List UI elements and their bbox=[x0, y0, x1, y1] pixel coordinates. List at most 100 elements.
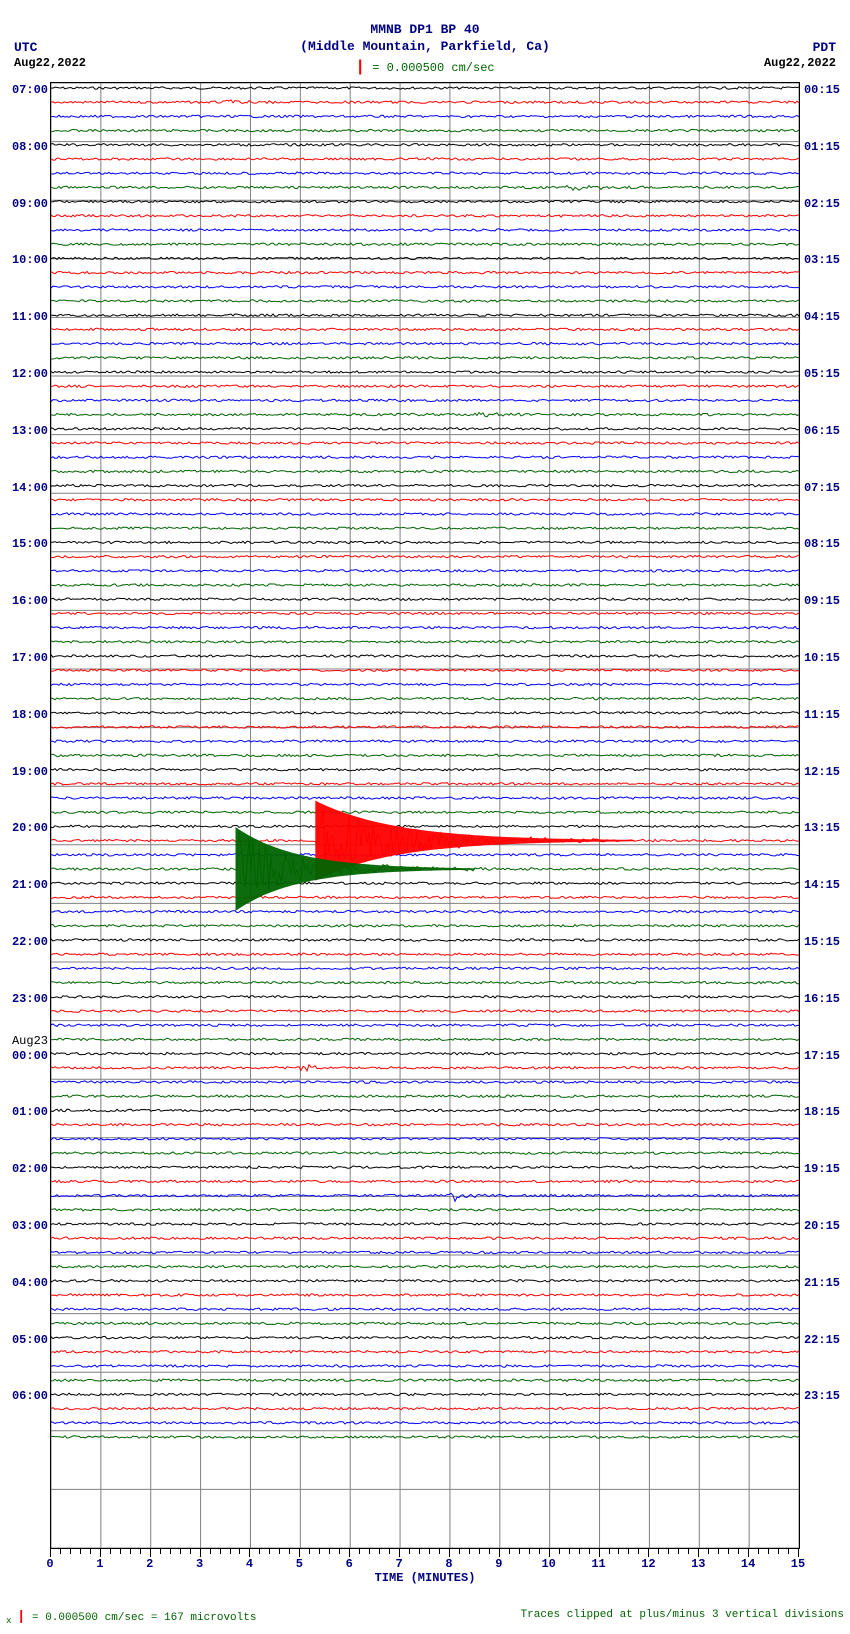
x-tick bbox=[599, 1549, 600, 1557]
time-label: 14:15 bbox=[804, 878, 840, 892]
time-label: 03:00 bbox=[12, 1219, 48, 1233]
scale-value: = 0.000500 cm/sec bbox=[372, 61, 494, 75]
tz-right: PDT Aug22,2022 bbox=[764, 40, 836, 70]
x-tick-minor bbox=[110, 1549, 111, 1554]
footer-left: x | = 0.000500 cm/sec = 167 microvolts bbox=[6, 1609, 256, 1626]
time-label: 02:15 bbox=[804, 197, 840, 211]
time-label: 08:15 bbox=[804, 537, 840, 551]
x-tick-minor bbox=[359, 1549, 360, 1554]
time-label: 14:00 bbox=[12, 481, 48, 495]
x-tick-minor bbox=[569, 1549, 570, 1554]
time-label: 17:00 bbox=[12, 651, 48, 665]
time-label: 19:00 bbox=[12, 765, 48, 779]
time-label: 18:00 bbox=[12, 708, 48, 722]
x-tick-minor bbox=[738, 1549, 739, 1554]
x-tick-minor bbox=[210, 1549, 211, 1554]
x-tick-minor bbox=[319, 1549, 320, 1554]
x-tick-minor bbox=[140, 1549, 141, 1554]
x-tick bbox=[50, 1549, 51, 1557]
time-label: 13:00 bbox=[12, 424, 48, 438]
time-label: 09:00 bbox=[12, 197, 48, 211]
x-tick-label: 10 bbox=[541, 1557, 555, 1571]
x-tick-minor bbox=[339, 1549, 340, 1554]
date-right: Aug22,2022 bbox=[764, 56, 836, 70]
x-tick-label: 4 bbox=[246, 1557, 253, 1571]
x-tick-label: 13 bbox=[691, 1557, 705, 1571]
x-tick-minor bbox=[369, 1549, 370, 1554]
x-tick-minor bbox=[618, 1549, 619, 1554]
seismogram-plot bbox=[50, 82, 800, 1549]
x-tick bbox=[100, 1549, 101, 1557]
time-label: 09:15 bbox=[804, 594, 840, 608]
x-tick-minor bbox=[379, 1549, 380, 1554]
time-label: 07:00 bbox=[12, 83, 48, 97]
x-tick-minor bbox=[529, 1549, 530, 1554]
x-tick-minor bbox=[170, 1549, 171, 1554]
time-label: 03:15 bbox=[804, 253, 840, 267]
x-tick-minor bbox=[479, 1549, 480, 1554]
time-label: 05:00 bbox=[12, 1333, 48, 1347]
time-label: 01:00 bbox=[12, 1105, 48, 1119]
x-tick-minor bbox=[509, 1549, 510, 1554]
time-label: 00:15 bbox=[804, 83, 840, 97]
x-tick-minor bbox=[658, 1549, 659, 1554]
x-tick-label: 3 bbox=[196, 1557, 203, 1571]
x-tick-minor bbox=[609, 1549, 610, 1554]
x-tick-label: 0 bbox=[46, 1557, 53, 1571]
scale-bar-icon: | bbox=[355, 58, 365, 76]
time-label: 06:00 bbox=[12, 1389, 48, 1403]
x-tick-minor bbox=[539, 1549, 540, 1554]
x-tick-minor bbox=[519, 1549, 520, 1554]
x-tick-minor bbox=[80, 1549, 81, 1554]
time-label: 00:00 bbox=[12, 1049, 48, 1063]
time-label: 01:15 bbox=[804, 140, 840, 154]
x-tick-minor bbox=[220, 1549, 221, 1554]
time-label: 04:00 bbox=[12, 1276, 48, 1290]
time-label: 21:15 bbox=[804, 1276, 840, 1290]
x-tick-minor bbox=[489, 1549, 490, 1554]
x-tick-label: 14 bbox=[741, 1557, 755, 1571]
x-tick-minor bbox=[190, 1549, 191, 1554]
x-tick-minor bbox=[788, 1549, 789, 1554]
time-label: 17:15 bbox=[804, 1049, 840, 1063]
scale-note: | = 0.000500 cm/sec bbox=[0, 58, 850, 76]
time-label: 21:00 bbox=[12, 878, 48, 892]
time-label: 15:00 bbox=[12, 537, 48, 551]
x-axis: TIME (MINUTES) 0123456789101112131415 bbox=[50, 1549, 800, 1585]
x-tick-minor bbox=[708, 1549, 709, 1554]
x-tick bbox=[150, 1549, 151, 1557]
x-tick-minor bbox=[469, 1549, 470, 1554]
title2: (Middle Mountain, Parkfield, Ca) bbox=[0, 39, 850, 56]
x-tick bbox=[299, 1549, 300, 1557]
x-tick-label: 2 bbox=[146, 1557, 153, 1571]
x-tick-label: 5 bbox=[296, 1557, 303, 1571]
x-tick bbox=[549, 1549, 550, 1557]
time-label: 22:15 bbox=[804, 1333, 840, 1347]
time-label: 15:15 bbox=[804, 935, 840, 949]
x-tick-minor bbox=[180, 1549, 181, 1554]
x-tick-minor bbox=[230, 1549, 231, 1554]
time-label: 08:00 bbox=[12, 140, 48, 154]
time-label: 12:00 bbox=[12, 367, 48, 381]
x-tick bbox=[648, 1549, 649, 1557]
header: UTC Aug22,2022 PDT Aug22,2022 MMNB DP1 B… bbox=[0, 0, 850, 76]
time-label: 10:00 bbox=[12, 253, 48, 267]
x-tick-label: 11 bbox=[591, 1557, 605, 1571]
x-tick-minor bbox=[419, 1549, 420, 1554]
x-tick-label: 1 bbox=[96, 1557, 103, 1571]
x-tick-minor bbox=[688, 1549, 689, 1554]
x-tick-minor bbox=[668, 1549, 669, 1554]
time-label: 11:15 bbox=[804, 708, 840, 722]
time-label: 23:00 bbox=[12, 992, 48, 1006]
x-tick-minor bbox=[289, 1549, 290, 1554]
x-tick-minor bbox=[160, 1549, 161, 1554]
x-tick-minor bbox=[259, 1549, 260, 1554]
x-tick-minor bbox=[589, 1549, 590, 1554]
x-tick-minor bbox=[120, 1549, 121, 1554]
footer-left-text: = 0.000500 cm/sec = 167 microvolts bbox=[25, 1612, 256, 1624]
x-tick-minor bbox=[389, 1549, 390, 1554]
time-label: 22:00 bbox=[12, 935, 48, 949]
x-tick-minor bbox=[778, 1549, 779, 1554]
x-tick-label: 8 bbox=[445, 1557, 452, 1571]
x-tick-label: 6 bbox=[346, 1557, 353, 1571]
